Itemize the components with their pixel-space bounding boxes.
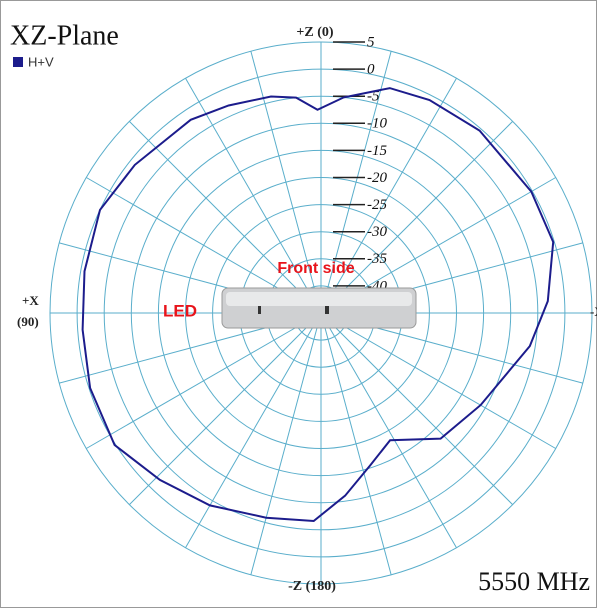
grid-ring: [103, 95, 539, 531]
grid: 50-5-10-15-20-25-30-35-40: [49, 34, 593, 585]
left-label: +X: [22, 293, 39, 308]
grid-ring: [212, 204, 430, 422]
grid-ring: [76, 68, 566, 558]
r-tick-label: -25: [367, 197, 387, 213]
r-tick-label: -30: [367, 224, 387, 240]
marks: [81, 87, 555, 523]
pattern-line: [81, 87, 555, 523]
legend-label: H+V: [28, 54, 54, 69]
r-tick-label: -15: [367, 143, 387, 159]
grid-ring: [49, 41, 593, 585]
chart-title: XZ-Plane: [10, 20, 119, 51]
grid-ring: [130, 122, 512, 504]
subtitle: 5550 MHz: [478, 567, 590, 596]
legend-swatch: [13, 57, 23, 67]
bottom-label: -Z (180): [288, 579, 336, 594]
grid-ring: [185, 177, 457, 449]
annotation: LED: [163, 301, 197, 320]
r-tick-label: 5: [367, 34, 375, 50]
top-label: +Z (0): [296, 25, 333, 40]
device: [221, 287, 417, 329]
grid-ring: [157, 149, 485, 477]
r-tick-label: -20: [367, 170, 387, 186]
annotation: Front side: [277, 260, 354, 277]
r-tick-label: 0: [367, 62, 375, 78]
r-tick-label: -35: [367, 251, 387, 267]
left-label: (90): [17, 314, 39, 329]
right-label: -X: [590, 304, 597, 319]
r-tick-label: -10: [367, 116, 387, 132]
